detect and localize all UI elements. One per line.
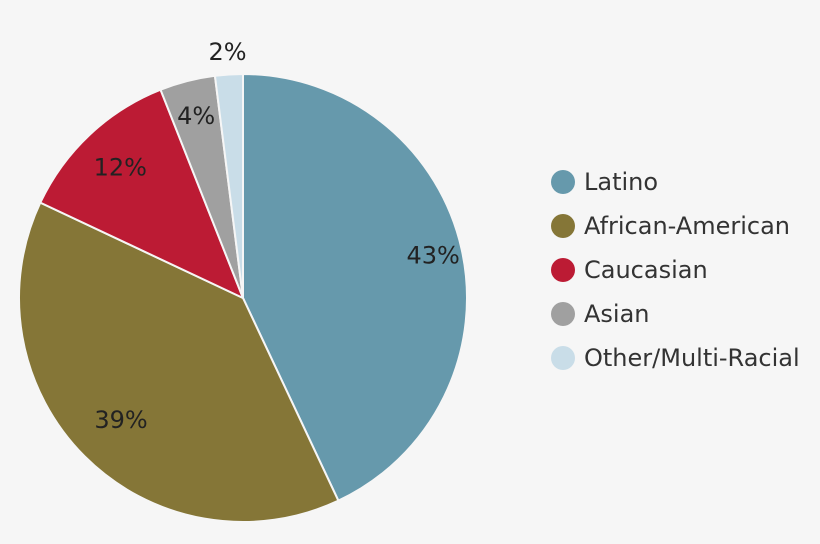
legend-item-african-american: African-American: [551, 212, 800, 240]
legend-label-other-multi-racial: Other/Multi-Racial: [584, 344, 800, 372]
pie-slice-other-multi-racial: [213, 72, 244, 299]
pie-slices: [18, 72, 468, 523]
legend-item-latino: Latino: [551, 168, 800, 196]
pie-slice-african-american: [18, 201, 340, 523]
legend-item-caucasian: Caucasian: [551, 256, 800, 284]
pie-chart: 43% 39% 12% 4% 2%: [18, 38, 468, 523]
pie-label-african-american: 39%: [94, 406, 147, 434]
pie-value-labels: 43% 39% 12% 4% 2%: [94, 38, 460, 434]
legend-swatch-other-multi-racial: [551, 346, 575, 370]
pie-slice-latino: [242, 72, 468, 503]
pie-slice-caucasian: [38, 88, 245, 300]
legend-label-latino: Latino: [584, 168, 659, 196]
legend-swatch-caucasian: [551, 258, 575, 282]
legend-swatch-asian: [551, 302, 575, 326]
pie-label-caucasian: 12%: [94, 153, 147, 181]
legend-item-other-multi-racial: Other/Multi-Racial: [551, 344, 800, 372]
legend-swatch-african-american: [551, 214, 575, 238]
legend-label-african-american: African-American: [584, 212, 791, 240]
legend-swatch-latino: [551, 170, 575, 194]
legend: Latino African-American Caucasian Asian …: [551, 168, 800, 372]
legend-item-asian: Asian: [551, 300, 800, 328]
pie-label-asian: 4%: [177, 102, 215, 130]
pie-label-latino: 43%: [407, 242, 460, 270]
pie-label-other-multi-racial: 2%: [208, 38, 246, 66]
legend-label-caucasian: Caucasian: [584, 256, 708, 284]
legend-label-asian: Asian: [584, 300, 650, 328]
